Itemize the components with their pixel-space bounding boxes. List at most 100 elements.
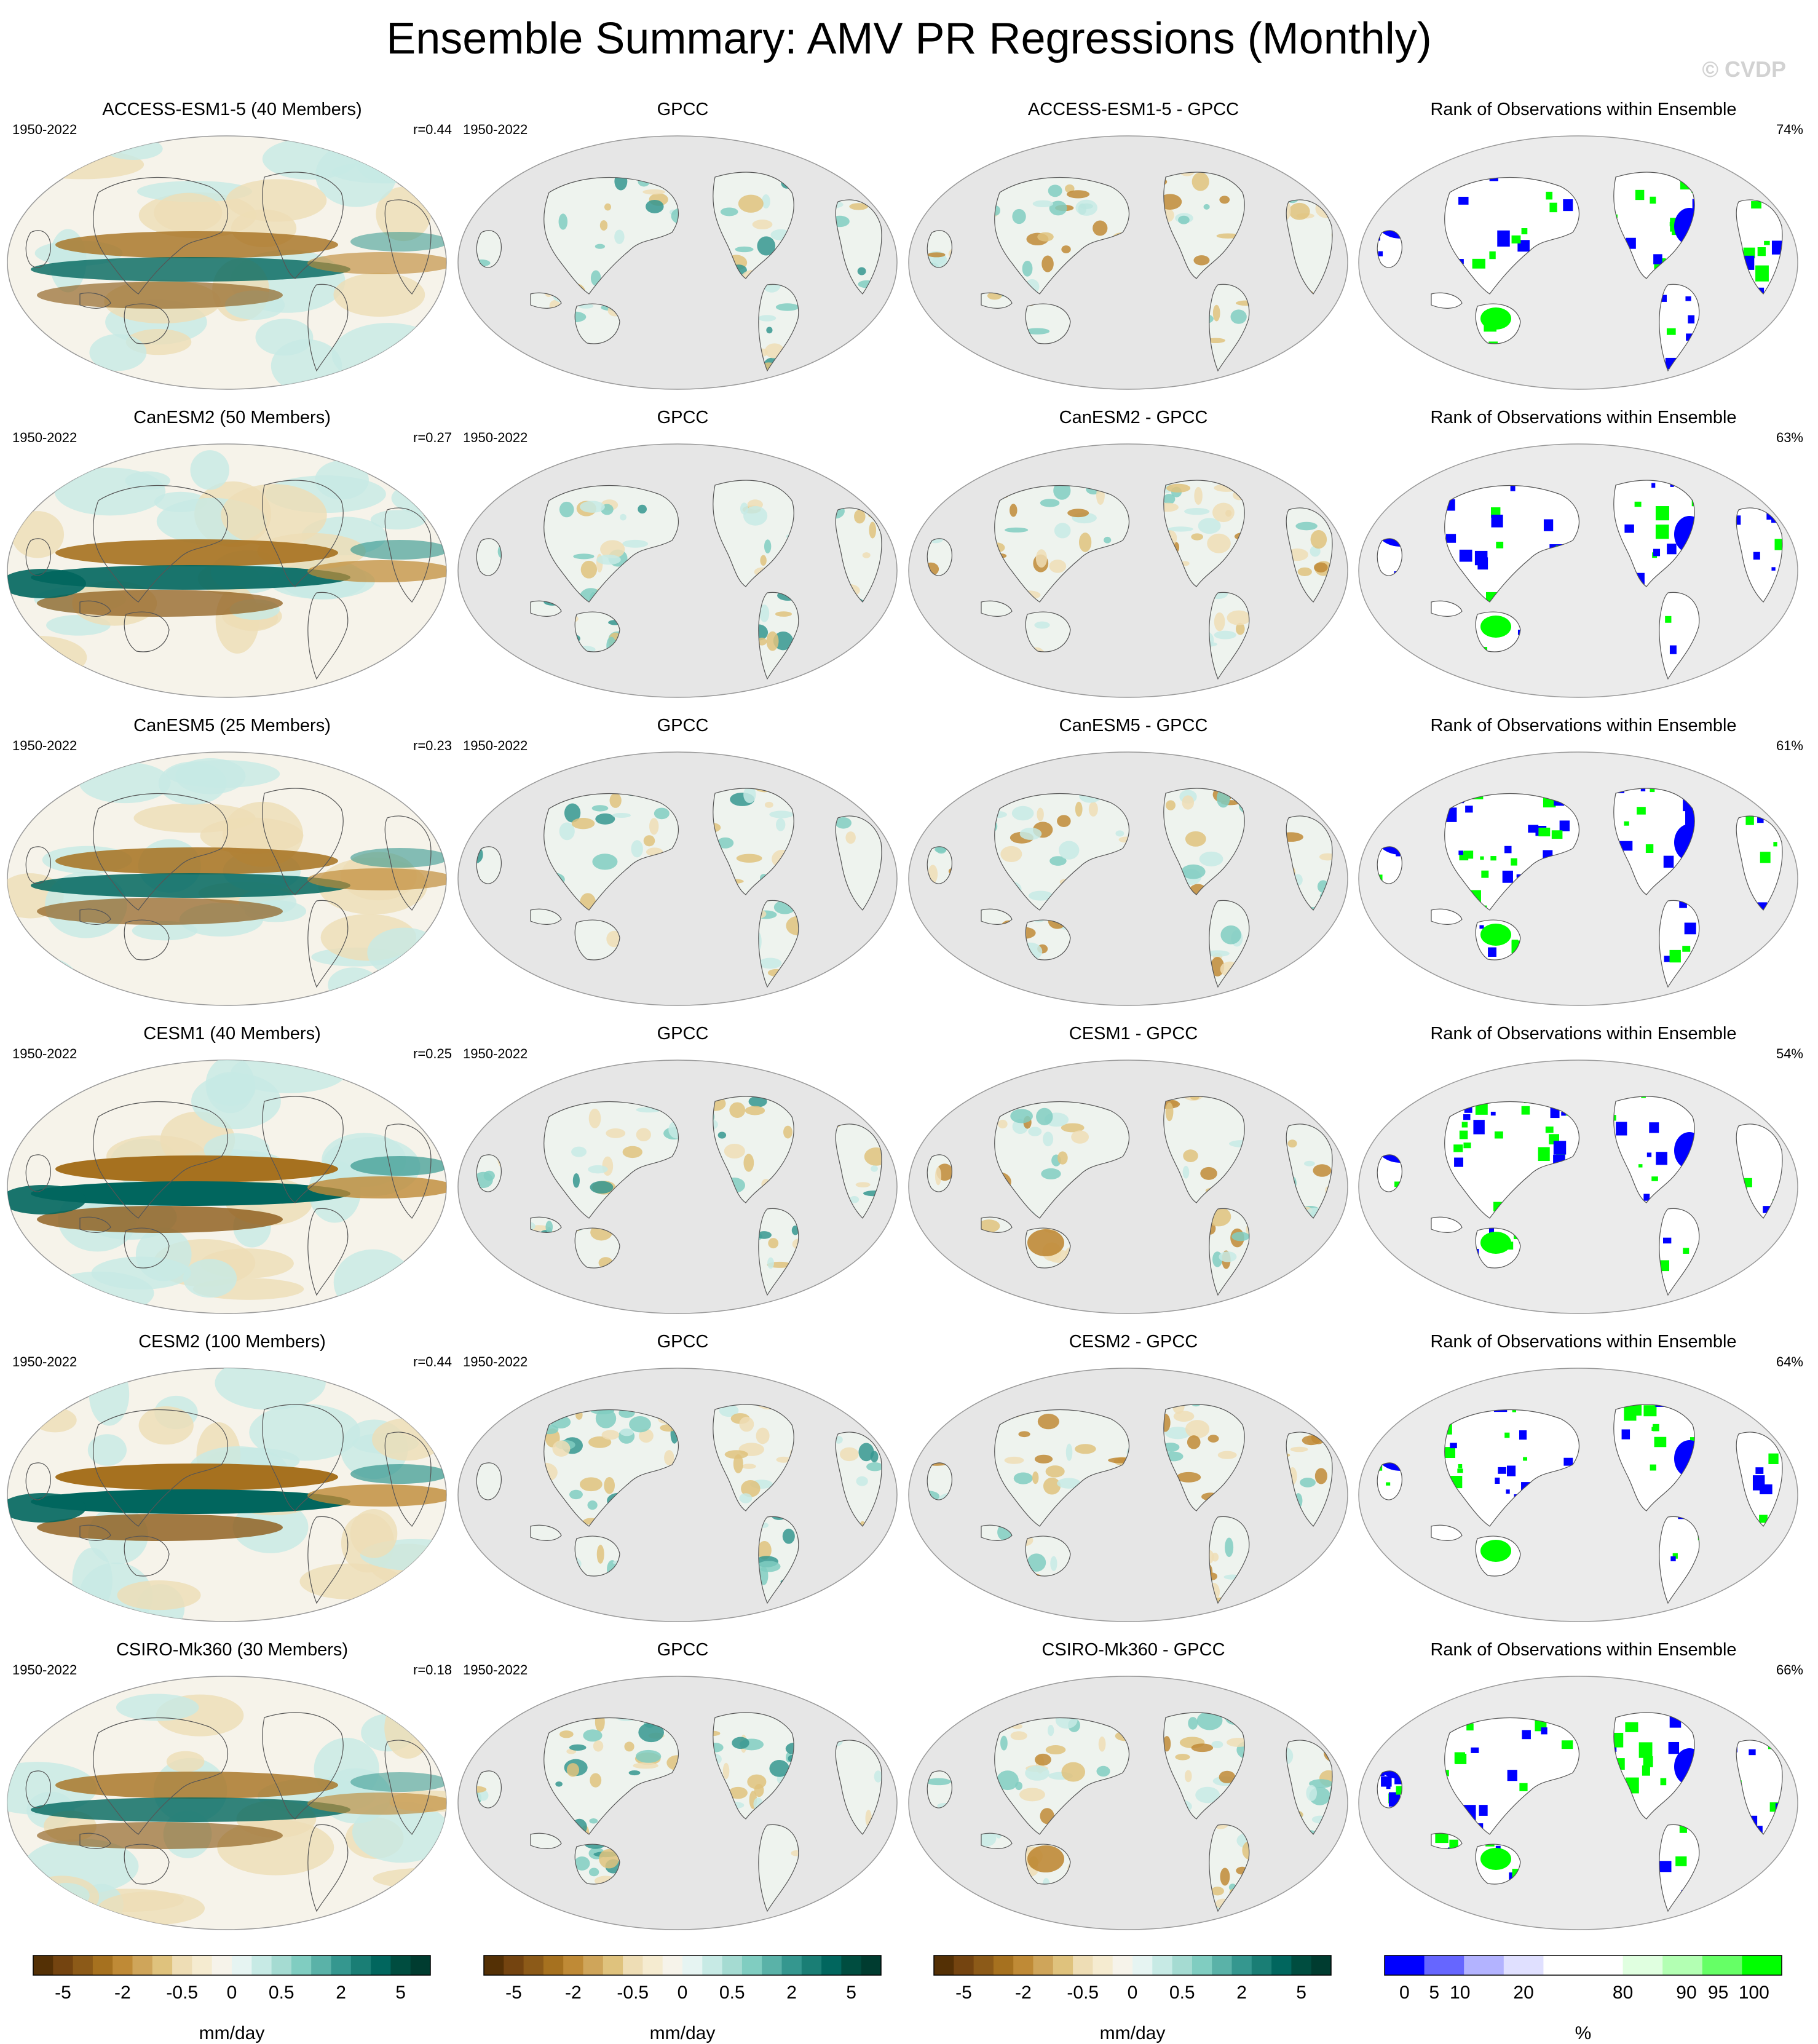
land-speckle: [590, 1181, 614, 1194]
rank-cell: [1391, 665, 1402, 677]
land-speckle: [601, 1430, 620, 1440]
coastline-6: [981, 600, 1013, 617]
land-speckle: [954, 967, 974, 983]
field-patch: [11, 511, 65, 558]
panel-obs-row1: GPCC 1950-2022: [457, 97, 909, 406]
coastline-5: [927, 230, 952, 268]
coastline-3: [307, 900, 349, 988]
coastline-0: [543, 176, 679, 295]
land-speckle: [1045, 1745, 1066, 1755]
land-speckle: [1178, 215, 1190, 224]
land-speckle: [589, 1818, 598, 1824]
land-speckle: [831, 1276, 840, 1288]
rank-cell: [1638, 1742, 1653, 1758]
land-speckle: [593, 1740, 604, 1752]
land-speckle: [736, 854, 762, 863]
coastline-4: [1736, 1740, 1783, 1835]
rank-cell: [1498, 1467, 1506, 1474]
colorbar-swatch: [682, 1955, 703, 1975]
land-speckle: [846, 470, 870, 478]
rank-cell: [1751, 1713, 1757, 1715]
map-diff: [908, 751, 1348, 1006]
rank-cell: [1782, 943, 1788, 950]
field-patch: [328, 967, 379, 1003]
land-speckle: [957, 788, 966, 792]
panel-title: CESM1 (40 Members): [143, 1024, 321, 1044]
land-speckle: [1032, 1471, 1039, 1484]
land-speckle: [868, 361, 875, 368]
map-obs: [457, 1060, 898, 1314]
land-speckle: [1306, 1785, 1318, 1802]
rank-cell: [1762, 798, 1771, 806]
coastline-0: [93, 1409, 228, 1527]
land-speckle: [1304, 1573, 1316, 1589]
colorbar-swatch: [1132, 1955, 1153, 1975]
colorbar-swatch: [722, 1955, 743, 1975]
land-speckle: [1188, 1717, 1198, 1730]
panel-obs-row4: GPCC 1950-2022: [457, 1021, 909, 1330]
land-speckle: [858, 1443, 874, 1462]
land-speckle: [735, 246, 754, 253]
band-atlantic-teal: [350, 848, 446, 868]
map-background: [908, 751, 1348, 1006]
colorbar-tick-label: 2: [336, 1983, 346, 2003]
rank-cell: [1381, 807, 1388, 814]
rank-cell: [1446, 534, 1456, 543]
land-speckle: [476, 966, 483, 982]
rank-cell: [1771, 567, 1776, 571]
period-label: 1950-2022: [463, 1046, 528, 1061]
coastline-4: [1736, 815, 1783, 911]
coastline-3: [758, 283, 799, 372]
colorbar-tick-label: 5: [846, 1983, 856, 2003]
land-speckle: [927, 1432, 933, 1440]
land-speckle: [476, 365, 480, 371]
rank-cell: [1504, 846, 1512, 854]
land-speckle: [1098, 1736, 1106, 1752]
panel-rank-row6: Rank of Observations within Ensemble 66%: [1358, 1638, 1809, 1946]
colorbar-tick-label: -2: [565, 1983, 582, 2003]
pattern-correlation: r=0.18: [413, 1662, 452, 1678]
land-speckle: [1318, 798, 1332, 813]
colorbar-swatch: [1192, 1955, 1212, 1975]
coastline-6: [1431, 1216, 1463, 1233]
colorbar-obs-svg: -5 -2 -0.5 0 0.5 2 5: [483, 1955, 882, 2003]
panel-rank-row3: Rank of Observations within Ensemble 61%: [1358, 713, 1809, 1022]
rank-cell: [1459, 549, 1472, 562]
land-speckle: [569, 1489, 583, 1500]
rank-cell: [1637, 807, 1646, 815]
land-speckle: [595, 813, 615, 825]
land-speckle: [1225, 1537, 1234, 1558]
field-patch: [331, 161, 440, 184]
coastline-3: [1209, 1516, 1250, 1604]
colorbar-tick-label: 2: [786, 1983, 797, 2003]
map-background: [457, 443, 898, 698]
land-speckle: [767, 1257, 774, 1269]
coastline-1: [1025, 1535, 1071, 1577]
coastline-4: [1286, 507, 1333, 603]
rank-cell: [1685, 296, 1691, 301]
land-speckle: [1050, 1556, 1057, 1571]
band-south-brown: [37, 1822, 283, 1849]
colorbar-swatch: [741, 1955, 762, 1975]
colorbar-swatch: [1112, 1955, 1133, 1975]
coastline-1: [1475, 611, 1521, 652]
colorbar-swatch: [1424, 1955, 1464, 1975]
field-patch: [132, 921, 198, 941]
land-speckle: [879, 958, 882, 977]
coastline-5: [476, 846, 502, 884]
rank-cell: [1621, 1429, 1630, 1440]
land-speckle: [1262, 979, 1282, 985]
land-speckle: [1319, 480, 1332, 484]
land-speckle: [1065, 184, 1075, 193]
coastline-3: [307, 1824, 349, 1912]
land-speckle: [927, 978, 944, 987]
rank-cell: [1378, 251, 1383, 256]
coastline-6: [1431, 1832, 1463, 1849]
coastline-1: [1475, 1844, 1521, 1885]
land-speckle: [476, 1722, 489, 1727]
colorbar-swatch: [563, 1955, 583, 1975]
rank-cell: [1656, 1152, 1667, 1165]
colorbar-swatch: [1271, 1955, 1292, 1975]
colorbar-swatch: [1053, 1955, 1073, 1975]
colorbar-swatch: [1033, 1955, 1054, 1975]
